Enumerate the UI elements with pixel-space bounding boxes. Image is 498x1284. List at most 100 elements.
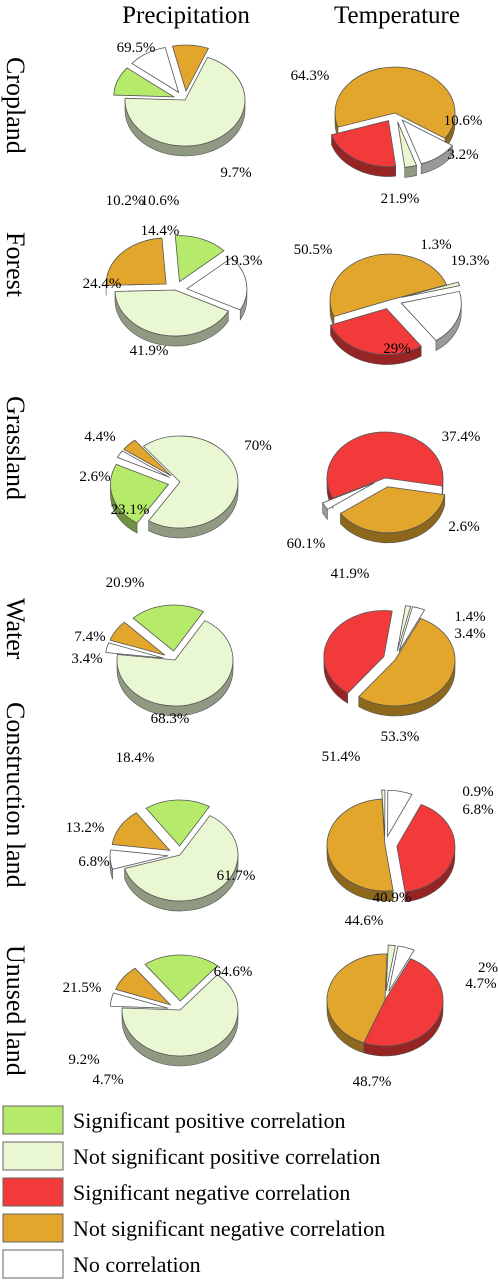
pie-slice-label: 1.4%	[454, 609, 485, 625]
pie-forest-precipitation: 14.4% 19.3% 41.9% 24.4%	[83, 223, 263, 359]
legend-swatch	[2, 1177, 64, 1207]
pie-slice	[385, 944, 396, 992]
pie-grassland-precipitation: 70% 23.1% 2.6% 4.4%	[79, 429, 272, 539]
row-label-unused-land: Unused land	[1, 945, 30, 1076]
pie-slice-label: 10.6%	[141, 193, 180, 209]
legend-item-not-significant-positive: Not significant positive correlation	[2, 1141, 380, 1171]
pie-slice	[174, 235, 225, 283]
pie-slice	[144, 954, 219, 1002]
pie-slice-label: 4.4%	[84, 429, 115, 445]
pie-slice-label: 24.4%	[83, 276, 122, 292]
pie-slice-label: 20.9%	[106, 575, 145, 591]
pie-slice	[397, 121, 418, 168]
pie-slice	[131, 47, 180, 94]
pie-slice-label: 60.1%	[287, 536, 326, 552]
pie-slice-label: 21.9%	[381, 191, 420, 207]
pie-slice	[363, 958, 444, 1047]
pie-slice-label: 70%	[244, 438, 272, 454]
pie-slice-label: 50.5%	[294, 242, 333, 258]
pie-slice	[358, 617, 456, 707]
pie-slice-label: 2%	[478, 960, 498, 976]
pie-slice	[401, 119, 453, 165]
pie-slice	[111, 812, 171, 851]
pie-slice-label: 64.3%	[291, 68, 330, 84]
pie-slice-label: 41.9%	[331, 566, 370, 582]
pie-slice-label: 1.3%	[420, 237, 451, 253]
row-label-grassland: Grassland	[1, 396, 30, 500]
pie-slice	[113, 67, 176, 98]
pie-slice-label: 9.7%	[220, 165, 251, 181]
pie-slice-label: 51.4%	[322, 749, 361, 765]
pie-slice-label: 61.7%	[217, 868, 256, 884]
pie-slice-label: 44.6%	[345, 913, 384, 929]
legend-label: Not significant positive correlation	[73, 1144, 380, 1169]
pie-grassland-temperature: 37.4% 2.6% 60.1%	[287, 429, 481, 552]
pie-slice-label: 3.2%	[447, 147, 478, 163]
pie-charts: 69.5%10.2%10.6%9.7%64.3%10.6%3.2%21.9%14…	[63, 40, 498, 1090]
pie-slice	[330, 120, 397, 167]
pie-slice	[398, 606, 426, 652]
pie-water-temperature: 1.4%3.4% 53.3% 41.9%	[323, 566, 486, 745]
legend-item-significant-negative: Significant negative correlation	[2, 1177, 350, 1207]
pie-slice	[124, 56, 246, 147]
pie-construction-land-precipitation: 61.7% 6.8% 13.2% 18.4%	[66, 750, 256, 912]
legend-swatch	[2, 1105, 64, 1135]
pie-slice-label: 4.7%	[92, 1072, 123, 1088]
legend-item-significant-positive: Significant positive correlation	[2, 1105, 346, 1135]
row-label-forest: Forest	[1, 232, 30, 298]
pie-slice-label: 19.3%	[224, 253, 263, 269]
pie-slice-label: 0.9%	[462, 784, 493, 800]
pie-slice-label: 6.8%	[78, 854, 109, 870]
pie-slice-label: 4.7%	[465, 976, 496, 992]
pie-slice	[110, 463, 170, 524]
pie-slice	[401, 281, 461, 298]
pie-slice	[322, 482, 375, 510]
pie-slice-label: 18.4%	[116, 750, 155, 766]
pie-slice-label: 23.1%	[111, 502, 150, 518]
pie-slice	[186, 257, 248, 311]
pie-slice	[172, 44, 210, 93]
pie-slice	[142, 435, 239, 529]
pie-slice-label: 2.6%	[448, 519, 479, 535]
pie-slice	[329, 253, 448, 317]
pie-slice	[116, 620, 234, 707]
pie-slice-label: 64.6%	[214, 964, 253, 980]
pie-slice-label: 69.5%	[117, 40, 156, 56]
row-label-cropland: Cropland	[1, 57, 30, 154]
pie-slice	[396, 804, 456, 893]
pie-slice-label: 2.6%	[79, 469, 110, 485]
legend-item-not-significant-negative: Not significant negative correlation	[2, 1213, 385, 1243]
pie-slice-label: 53.3%	[381, 729, 420, 745]
pie-slice-label: 29%	[383, 341, 411, 357]
pie-slice	[132, 604, 205, 652]
pie-slice-label: 37.4%	[442, 429, 481, 445]
column-header-temperature: Temperature	[334, 2, 460, 29]
pie-slice	[105, 642, 164, 659]
pie-unused-land-temperature: 2%4.7% 48.7% 44.6%	[326, 913, 498, 1090]
pie-cropland-temperature: 64.3% 10.6% 3.2% 21.9%	[291, 66, 482, 207]
pie-slice	[326, 953, 388, 1044]
pie-slice	[323, 610, 393, 694]
pie-slice-label: 13.2%	[66, 820, 105, 836]
pie-slice	[400, 290, 462, 342]
pie-unused-land-precipitation: 64.6% 4.7% 9.2% 21.5%	[63, 954, 253, 1088]
pie-slice	[145, 799, 211, 847]
pie-slice-label: 14.4%	[141, 223, 180, 239]
pie-slice-label: 68.3%	[151, 711, 190, 727]
pie-slice-label: 9.2%	[68, 1052, 99, 1068]
legend-label: No correlation	[73, 1252, 201, 1277]
legend-swatch	[2, 1213, 64, 1243]
pie-slice	[396, 605, 412, 652]
pie-slice	[121, 974, 239, 1057]
legend-label: Significant negative correlation	[73, 1180, 350, 1205]
legend-label: Significant positive correlation	[73, 1108, 346, 1133]
pie-slice	[123, 439, 172, 477]
pie-cropland-precipitation: 69.5% 10.2%10.6% 9.7%	[106, 40, 252, 209]
pie-slice	[116, 450, 170, 478]
pie-slice	[334, 66, 456, 139]
legend-item-no-correlation: No correlation	[2, 1249, 201, 1279]
pie-slice-label: 19.3%	[451, 253, 490, 269]
pie-slice-label: 41.9%	[130, 343, 169, 359]
pie-slice	[109, 849, 169, 870]
